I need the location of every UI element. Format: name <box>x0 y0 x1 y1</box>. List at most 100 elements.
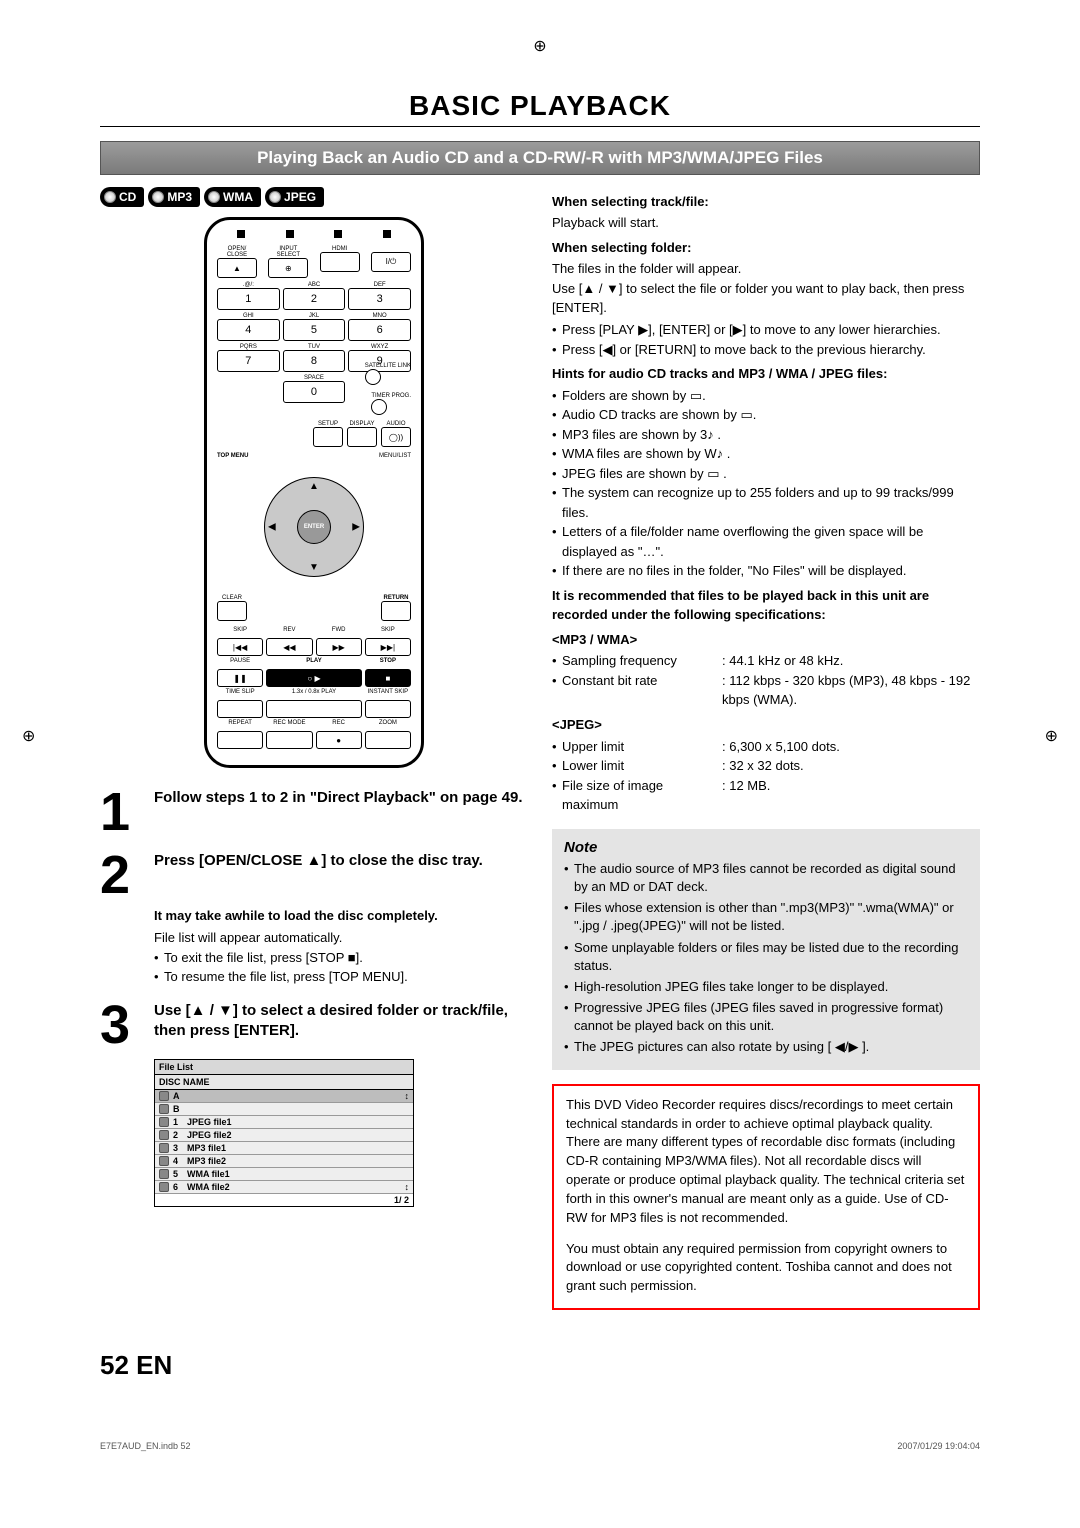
audio-btn: ◯)) <box>381 427 411 447</box>
rev-btn: ◀◀ <box>266 638 312 656</box>
disc-icon <box>104 191 116 203</box>
legal-box: This DVD Video Recorder requires discs/r… <box>552 1084 980 1310</box>
hints-list: Folders are shown by ▭. Audio CD tracks … <box>552 386 980 581</box>
label: TIMER PROG. <box>371 393 411 399</box>
bullet: Press [PLAY ▶], [ENTER] or [▶] to move t… <box>552 320 980 340</box>
badge-label: WMA <box>223 190 253 204</box>
spec-val: : 12 MB. <box>722 776 980 815</box>
legal-text: This DVD Video Recorder requires discs/r… <box>566 1096 966 1228</box>
label: 1.3x / 0.8x PLAY <box>266 689 362 697</box>
page-number: 52 EN <box>100 1350 980 1381</box>
note-item: Files whose extension is other than ".mp… <box>564 899 968 935</box>
step-2-bullets: To exit the file list, press [STOP ■]. T… <box>154 948 528 987</box>
note-list: The audio source of MP3 files cannot be … <box>564 860 968 1057</box>
file-list-row: 3MP3 file1 <box>155 1142 413 1155</box>
spec-val: : 6,300 x 5,100 dots. <box>722 737 980 757</box>
page-lang: EN <box>136 1350 172 1380</box>
label: MENU/LIST <box>379 453 411 459</box>
bullet: WMA files are shown by W♪ . <box>552 444 980 464</box>
enter-btn: ENTER <box>297 510 331 544</box>
note-box: Note The audio source of MP3 files canno… <box>552 829 980 1070</box>
badge-label: CD <box>119 190 136 204</box>
file-name: JPEG file2 <box>187 1130 232 1140</box>
label: FWD <box>316 627 362 635</box>
bullet: The system can recognize up to 255 folde… <box>552 483 980 522</box>
spec-key: Upper limit <box>552 737 722 757</box>
fwd-btn: ▶▶ <box>316 638 362 656</box>
num-6: 6 <box>348 319 411 341</box>
spec-val: : 112 kbps - 320 kbps (MP3), 48 kbps - 1… <box>722 671 980 710</box>
rec-btn: ● <box>316 731 362 749</box>
file-name: A <box>173 1091 180 1101</box>
scroll-icon: ↕ <box>405 1091 410 1101</box>
step-text: Follow steps 1 to 2 in "Direct Playback"… <box>154 788 523 808</box>
bullet: To exit the file list, press [STOP ■]. <box>154 948 528 968</box>
num-4: 4 <box>217 319 280 341</box>
file-icon <box>159 1143 169 1153</box>
heading: Hints for audio CD tracks and MP3 / WMA … <box>552 365 980 384</box>
bullet: To resume the file list, press [TOP MENU… <box>154 967 528 987</box>
note-item: The JPEG pictures can also rotate by usi… <box>564 1038 968 1056</box>
file-num: 3 <box>173 1143 183 1153</box>
page-num-value: 52 <box>100 1350 129 1380</box>
label: TIME SLIP <box>217 689 263 697</box>
spec-row: Lower limit: 32 x 32 dots. <box>552 756 980 776</box>
spec-key: Lower limit <box>552 756 722 776</box>
file-icon <box>159 1156 169 1166</box>
zoom-btn <box>365 731 411 749</box>
label: OPEN/ CLOSE <box>217 246 257 258</box>
spec-row: Constant bit rate: 112 kbps - 320 kbps (… <box>552 671 980 710</box>
num-0: 0 <box>283 381 346 403</box>
file-num: 5 <box>173 1169 183 1179</box>
note-item: Progressive JPEG files (JPEG files saved… <box>564 999 968 1035</box>
badge-label: JPEG <box>284 190 316 204</box>
bullet-list: Press [PLAY ▶], [ENTER] or [▶] to move t… <box>552 320 980 359</box>
spec-key: File size of image maximum <box>552 776 722 815</box>
play-btn: ○ ▶ <box>266 669 362 687</box>
bullet: JPEG files are shown by ▭ . <box>552 464 980 484</box>
label: RETURN <box>381 595 411 601</box>
badge-label: MP3 <box>167 190 192 204</box>
step-number: 1 <box>100 788 144 837</box>
step-1: 1 Follow steps 1 to 2 in "Direct Playbac… <box>100 788 528 837</box>
file-num: 6 <box>173 1182 183 1192</box>
badge-mp3: MP3 <box>148 187 200 207</box>
badge-cd: CD <box>100 187 144 207</box>
step-2: 2 Press [OPEN/CLOSE ▲] to close the disc… <box>100 851 528 900</box>
return-btn <box>381 601 411 621</box>
heading: When selecting folder: <box>552 239 980 258</box>
file-name: B <box>173 1104 180 1114</box>
label: DISPLAY <box>347 421 377 427</box>
skip-prev-btn: |◀◀ <box>217 638 263 656</box>
step-3: 3 Use [▲ / ▼] to select a desired folder… <box>100 1001 528 1050</box>
file-num: 4 <box>173 1156 183 1166</box>
bullet: Folders are shown by ▭. <box>552 386 980 406</box>
label: PAUSE <box>217 658 263 666</box>
nav-pad: ENTER ▲ ▼ ◀ ▶ <box>254 467 374 587</box>
file-name: JPEG file1 <box>187 1117 232 1127</box>
footer-right: 2007/01/29 19:04:04 <box>897 1441 980 1451</box>
label: STOP <box>365 658 411 666</box>
satellite-btn <box>365 369 381 385</box>
scroll-icon: ↕ <box>405 1182 410 1192</box>
num-2: 2 <box>283 288 346 310</box>
note-item: The audio source of MP3 files cannot be … <box>564 860 968 896</box>
bullet: If there are no files in the folder, "No… <box>552 561 980 581</box>
label: REPEAT <box>217 720 263 728</box>
display-btn <box>347 427 377 447</box>
label: ZOOM <box>365 720 411 728</box>
step-text: Press [OPEN/CLOSE ▲] to close the disc t… <box>154 851 483 871</box>
file-list-row: 5WMA file1 <box>155 1168 413 1181</box>
num-7: 7 <box>217 350 280 372</box>
step-number: 3 <box>100 1001 144 1050</box>
num-1: 1 <box>217 288 280 310</box>
file-icon <box>159 1091 169 1101</box>
timeslip-btn <box>217 700 263 718</box>
note-heading: Note <box>564 839 968 856</box>
note-item: Some unplayable folders or files may be … <box>564 939 968 975</box>
heading: <MP3 / WMA> <box>552 631 980 650</box>
label: SATELLITE LINK <box>365 363 411 369</box>
repeat-btn <box>217 731 263 749</box>
file-list-disc: DISC NAME <box>155 1075 413 1090</box>
speed-btn <box>266 700 362 718</box>
